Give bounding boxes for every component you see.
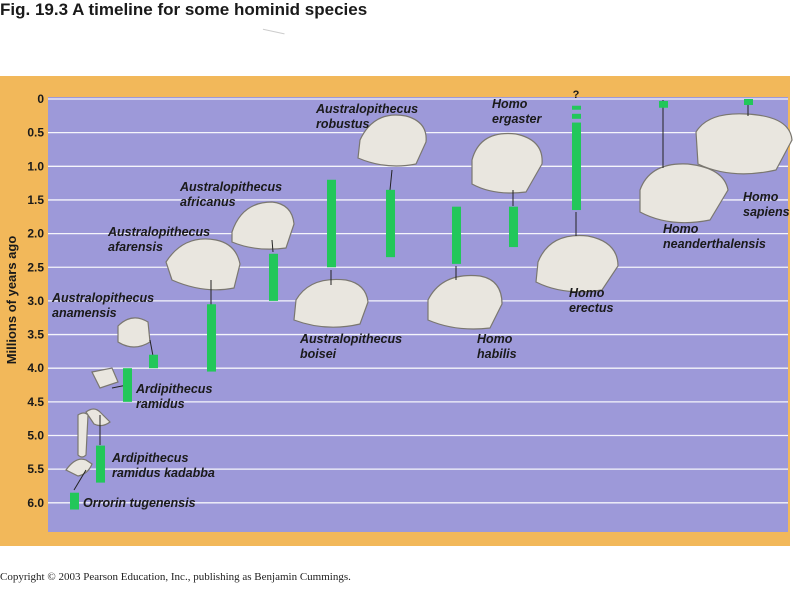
connector-line <box>149 339 154 357</box>
bar-australopithecus-afarensis <box>207 304 216 372</box>
y-tick-label: 5.0 <box>27 429 44 443</box>
y-tick-label: 0 <box>37 92 44 106</box>
bar-dash-homo-erectus <box>572 105 581 110</box>
habilis-skull-illustration <box>427 274 503 330</box>
copyright-notice: Copyright © 2003 Pearson Education, Inc.… <box>0 571 351 583</box>
y-tick-label: 6.0 <box>27 496 44 510</box>
species-label: ergaster <box>492 112 542 126</box>
africanus-skull-illustration <box>231 201 295 250</box>
species-label: africanus <box>180 195 236 209</box>
bar-dash-homo-erectus <box>572 113 581 119</box>
bar-australopithecus-africanus <box>269 253 278 301</box>
y-axis-label: Millions of years ago <box>4 236 19 365</box>
y-tick-label: 2.0 <box>27 227 44 241</box>
sapiens-skull-illustration <box>695 113 793 175</box>
species-label: Australopithecus <box>315 102 418 116</box>
species-label: Australopithecus <box>179 180 282 194</box>
neanderthalensis-skull-illustration <box>639 163 729 224</box>
bar-australopithecus-boisei <box>327 179 336 268</box>
erectus-skull-illustration <box>535 234 619 293</box>
skull-illustrations <box>65 113 793 477</box>
species-label: boisei <box>300 347 337 361</box>
ergaster-skull-illustration <box>471 132 543 194</box>
y-tick-label: 0.5 <box>27 126 44 140</box>
species-label: Australopithecus <box>51 291 154 305</box>
y-axis: 0 0.5 1.0 1.5 2.0 2.5 3.0 3.5 4.0 4.5 5.0 5.5 6.0 Mil… <box>4 92 44 510</box>
orrorin-femur-illustration <box>65 412 93 477</box>
uncertain-marker: ? <box>573 89 580 101</box>
species-label: Homo <box>743 190 779 204</box>
species-label: Ardipithecus <box>111 451 188 465</box>
range-bars <box>70 99 753 510</box>
species-label: Orrorin tugenensis <box>83 496 196 510</box>
y-tick-label: 3.5 <box>27 328 44 342</box>
species-label: habilis <box>477 347 517 361</box>
species-label: afarensis <box>108 240 163 254</box>
y-tick-label: 1.5 <box>27 193 44 207</box>
y-tick-label: 3.0 <box>27 294 44 308</box>
y-tick-label: 4.0 <box>27 361 44 375</box>
bar-homo-erectus <box>572 122 581 211</box>
species-label: robustus <box>316 117 370 131</box>
species-label: ramidus kadabba <box>112 466 215 480</box>
species-label: anamensis <box>52 306 117 320</box>
kadabba-bone-illustration <box>85 408 111 427</box>
species-label: Australopithecus <box>299 332 402 346</box>
species-label: ramidus <box>136 397 185 411</box>
species-label: neanderthalensis <box>663 237 766 251</box>
bar-orrorin-tugenensis <box>70 492 79 510</box>
boisei-skull-illustration <box>293 278 369 328</box>
species-label: Homo <box>477 332 513 346</box>
afarensis-skull-illustration <box>165 238 241 291</box>
figure-title: Fig. 19.3 A timeline for some hominid sp… <box>0 0 368 19</box>
connector-line <box>271 239 274 253</box>
bar-ardipithecus-ramidus-kadabba <box>96 445 105 483</box>
species-label: Ardipithecus <box>135 382 212 396</box>
connector-line <box>73 469 87 491</box>
bar-ardipithecus-ramidus <box>123 368 132 402</box>
y-tick-label: 2.5 <box>27 260 44 274</box>
bar-homo-sapiens <box>744 99 753 105</box>
bar-australopithecus-anamensis <box>149 354 158 369</box>
species-label: erectus <box>569 301 614 315</box>
y-tick-label: 1.0 <box>27 159 44 173</box>
bar-homo-neanderthalensis <box>659 101 668 108</box>
robustus-skull-illustration <box>357 114 427 167</box>
bar-homo-habilis <box>452 206 461 264</box>
species-label: Homo <box>569 286 605 300</box>
y-tick-label: 5.5 <box>27 462 44 476</box>
species-label: sapiens <box>743 205 790 219</box>
bar-australopithecus-robustus <box>386 189 395 258</box>
connector-line <box>389 169 393 191</box>
species-label: Homo <box>492 97 528 111</box>
ramidus-fragment-illustration <box>91 367 119 389</box>
anamensis-jaw-illustration <box>117 317 151 348</box>
species-label: Homo <box>663 222 699 236</box>
y-tick-label: 4.5 <box>27 395 44 409</box>
bar-homo-ergaster <box>509 206 518 248</box>
species-label: Australopithecus <box>107 225 210 239</box>
